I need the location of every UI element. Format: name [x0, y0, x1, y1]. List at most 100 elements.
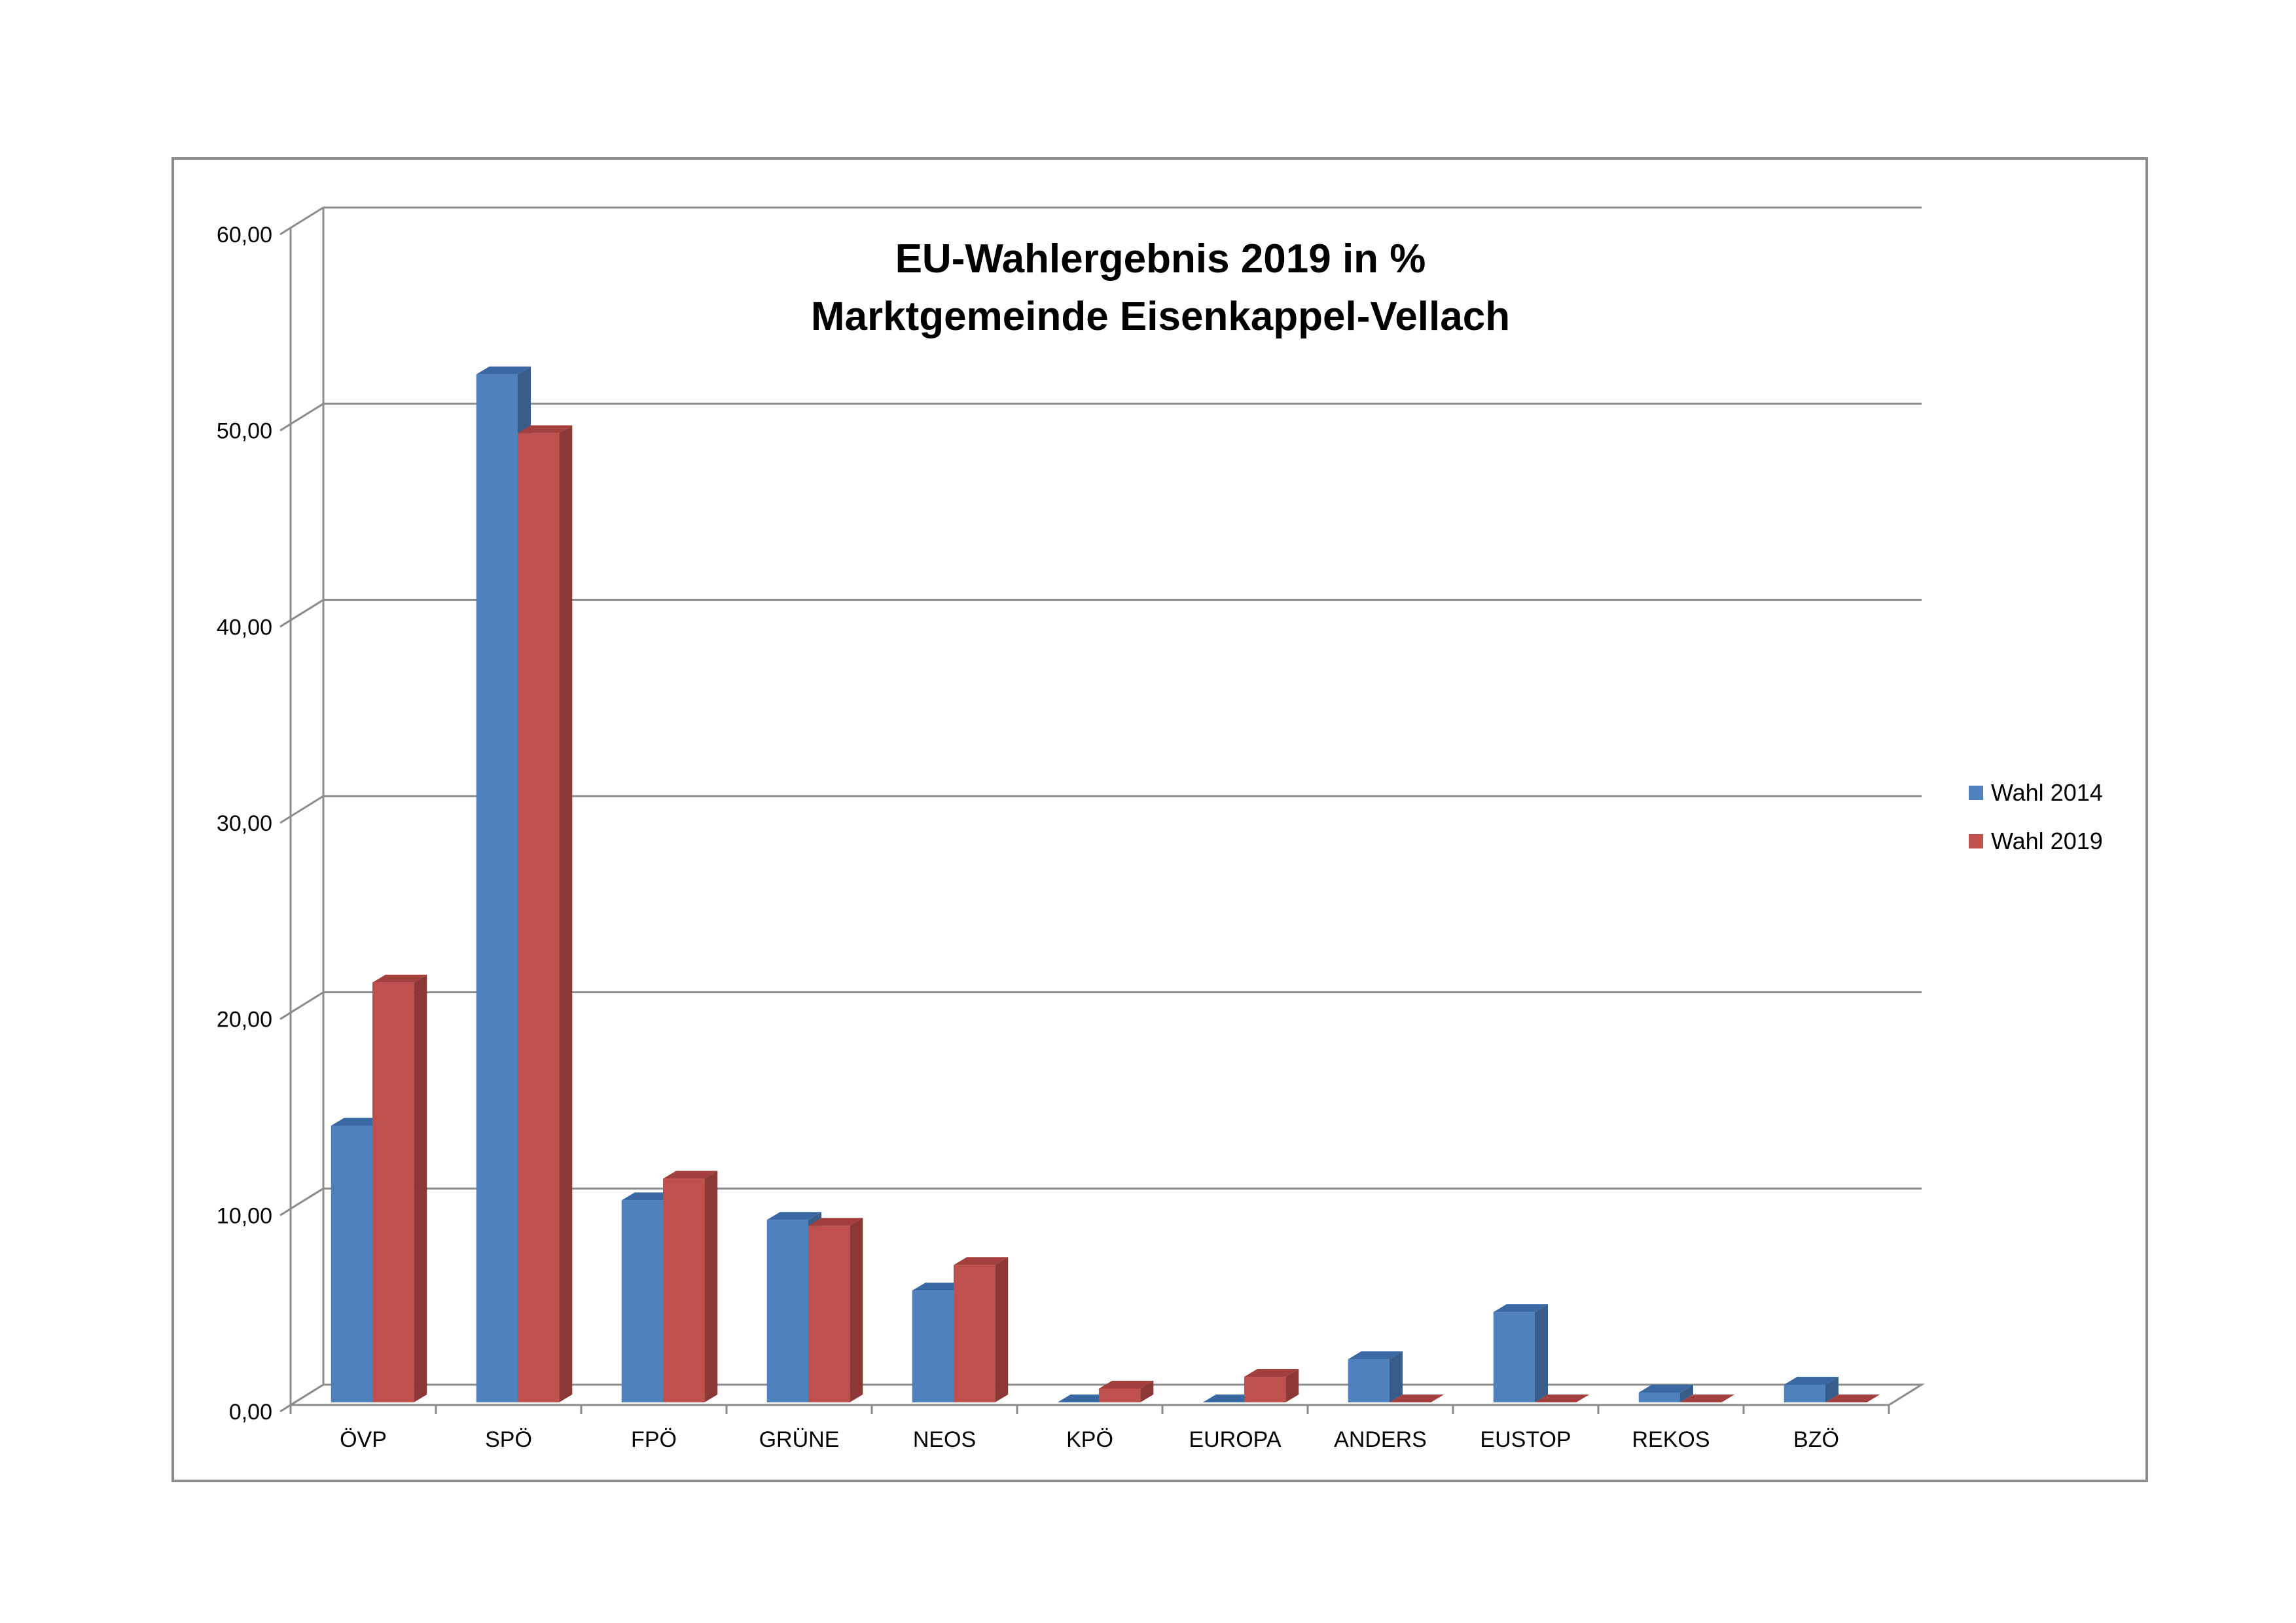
bar-top — [1244, 1369, 1299, 1377]
bar-top — [1057, 1395, 1112, 1402]
bar-wahl-2019-fpö — [663, 1171, 718, 1402]
bar-top — [1348, 1351, 1403, 1360]
bars — [331, 366, 1880, 1402]
bar-top — [1202, 1395, 1257, 1402]
x-tick-label: FPÖ — [631, 1427, 677, 1452]
bar-top — [663, 1171, 718, 1179]
bar-top — [766, 1212, 821, 1220]
legend-label-wahl-2019: Wahl 2019 — [1991, 828, 2103, 854]
bar-wahl-2014-europa — [1202, 1395, 1257, 1402]
x-tick-label: BZÖ — [1793, 1427, 1839, 1452]
gridline-diagonal — [290, 1188, 324, 1210]
bar-top — [331, 1118, 386, 1126]
y-tick-label: 10,00 — [217, 1203, 272, 1228]
bar-top — [1535, 1395, 1590, 1402]
bar-front — [1348, 1359, 1390, 1402]
bar-wahl-2019-anders — [1390, 1395, 1444, 1402]
bar-wahl-2019-spö — [518, 425, 573, 1402]
y-tick-mark — [279, 619, 291, 628]
y-tick-label: 20,00 — [217, 1008, 272, 1032]
bar-top — [621, 1192, 676, 1201]
bar-side — [1285, 1369, 1299, 1402]
gridline-diagonal — [290, 1383, 324, 1406]
chart-title-line-2: Marktgemeinde Eisenkappel-Vellach — [811, 294, 1510, 339]
bar-front — [1493, 1312, 1535, 1402]
bar-front — [1099, 1389, 1141, 1402]
y-tick-label: 30,00 — [217, 811, 272, 836]
bar-side — [1535, 1304, 1548, 1402]
bar-front — [372, 982, 414, 1402]
bar-top — [912, 1283, 967, 1291]
bar-wahl-2014-rekos — [1638, 1385, 1693, 1402]
bar-front — [518, 433, 560, 1402]
bar-side — [1825, 1377, 1839, 1402]
bar-wahl-2014-bzö — [1784, 1377, 1839, 1402]
gridline-diagonal — [290, 991, 324, 1013]
gridline-diagonal — [290, 795, 324, 818]
y-tick-mark — [279, 227, 291, 236]
bar-top — [372, 974, 427, 983]
bar-side — [414, 974, 427, 1402]
bar-wahl-2019-grüne — [808, 1218, 863, 1402]
bar-front — [912, 1290, 954, 1402]
bar-front — [954, 1265, 996, 1402]
bar-front — [663, 1178, 705, 1402]
x-axis-ticks: ÖVP SPÖ FPÖ GRÜNE NEOS KPÖ EUROPA ANDERS EUSTOP R… — [289, 1404, 1890, 1452]
bar-front — [1638, 1393, 1680, 1402]
gridline-diagonal — [290, 206, 324, 229]
bar-wahl-2019-rekos — [1680, 1395, 1735, 1402]
bar-wahl-2019-kpö — [1099, 1381, 1154, 1402]
bar-side — [704, 1171, 718, 1402]
x-tick-label: NEOS — [913, 1427, 976, 1452]
bar-side — [1680, 1385, 1693, 1402]
bar-wahl-2014-anders — [1348, 1351, 1403, 1402]
bar-wahl-2019-övp — [372, 974, 427, 1402]
y-tick-mark — [279, 423, 291, 431]
x-tick-label: EUSTOP — [1480, 1427, 1571, 1452]
bar-top — [954, 1257, 1009, 1266]
bar-top — [1638, 1385, 1693, 1393]
y-tick-label: 40,00 — [217, 615, 272, 640]
chart-title: EU-Wahlergebnis 2019 in % Marktgemeinde … — [811, 236, 1510, 339]
y-tick-label: 60,00 — [217, 223, 272, 247]
bar-side — [559, 425, 573, 1402]
y-tick-mark — [279, 1208, 291, 1216]
bar-wahl-2019-neos — [954, 1257, 1009, 1402]
bar-chart: 0,00 10,00 20,00 30,00 40,00 50,00 60,00 ÖVP SP… — [217, 206, 2103, 1452]
y-tick-label: 0,00 — [229, 1400, 272, 1425]
bar-wahl-2019-europa — [1244, 1369, 1299, 1402]
bar-front — [1244, 1377, 1286, 1402]
x-tick-label: ANDERS — [1334, 1427, 1427, 1452]
y-tick-mark — [279, 1404, 291, 1413]
legend-swatch-wahl-2014 — [1969, 786, 1983, 800]
gridline-diagonal — [290, 403, 324, 425]
bar-wahl-2019-bzö — [1825, 1395, 1880, 1402]
y-axis-ticks: 0,00 10,00 20,00 30,00 40,00 50,00 60,00 — [217, 223, 272, 1425]
chart-frame: 0,00 10,00 20,00 30,00 40,00 50,00 60,00 ÖVP SP… — [171, 157, 2148, 1482]
bar-top — [518, 425, 573, 433]
x-tick-label: KPÖ — [1066, 1427, 1113, 1452]
bar-front — [621, 1200, 663, 1402]
gridline-diagonal — [290, 599, 324, 621]
x-tick-label: GRÜNE — [759, 1427, 840, 1452]
bar-top — [808, 1218, 863, 1226]
y-tick-label: 50,00 — [217, 419, 272, 444]
x-tick-label: EUROPA — [1189, 1427, 1281, 1452]
bar-side — [850, 1218, 863, 1402]
bar-front — [766, 1220, 808, 1402]
chart-title-line-1: EU-Wahlergebnis 2019 in % — [895, 236, 1426, 282]
bar-front — [476, 374, 518, 1402]
bar-top — [1680, 1395, 1735, 1402]
bar-top — [1493, 1304, 1548, 1313]
bar-top — [1825, 1395, 1880, 1402]
x-tick-label: REKOS — [1632, 1427, 1710, 1452]
bar-side — [995, 1257, 1009, 1402]
bar-top — [1784, 1377, 1839, 1385]
bar-side — [1140, 1381, 1154, 1402]
y-tick-mark — [279, 815, 291, 824]
bar-top — [1390, 1395, 1444, 1402]
bar-top — [1099, 1381, 1154, 1389]
x-tick-label: ÖVP — [340, 1427, 387, 1452]
bar-front — [331, 1125, 372, 1402]
y-tick-mark — [279, 1012, 291, 1020]
